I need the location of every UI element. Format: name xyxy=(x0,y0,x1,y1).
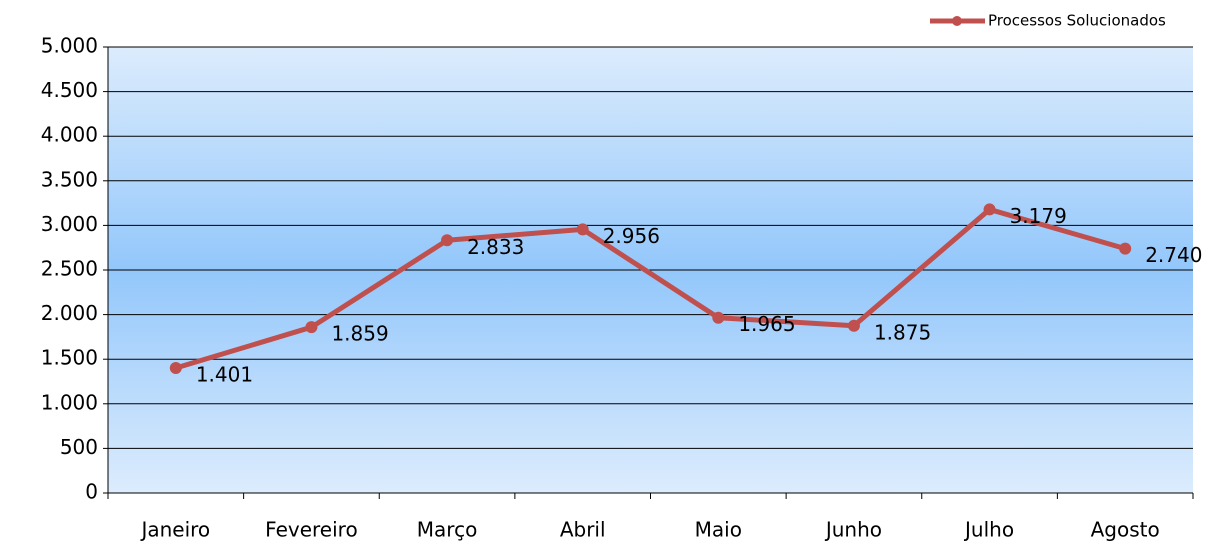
data-label: 1.965 xyxy=(738,312,795,336)
data-point xyxy=(983,203,996,216)
x-tick-label: Março xyxy=(417,518,478,542)
data-point xyxy=(305,321,318,334)
y-tick-label: 3.000 xyxy=(41,212,98,236)
y-tick-label: 5.000 xyxy=(41,34,98,58)
x-tick-label: Janeiro xyxy=(139,518,210,542)
x-tick-label: Maio xyxy=(695,518,742,542)
y-tick-label: 1.500 xyxy=(41,346,98,370)
legend-marker xyxy=(952,16,962,26)
x-tick-label: Junho xyxy=(824,518,882,542)
data-label: 1.401 xyxy=(196,363,253,387)
data-label: 2.833 xyxy=(467,235,524,259)
data-label: 2.740 xyxy=(1145,243,1202,267)
data-label: 1.875 xyxy=(874,320,931,344)
data-point xyxy=(847,319,860,332)
x-tick-label: Agosto xyxy=(1091,518,1160,542)
y-tick-label: 4.000 xyxy=(41,123,98,147)
y-tick-label: 2.000 xyxy=(41,301,98,325)
y-tick-label: 2.500 xyxy=(41,257,98,281)
x-tick-label: Julho xyxy=(963,518,1014,542)
legend-label: Processos Solucionados xyxy=(988,12,1166,30)
data-point xyxy=(712,311,725,324)
data-point xyxy=(441,234,454,247)
series-line xyxy=(175,206,1126,371)
data-label: 3.179 xyxy=(1010,204,1067,228)
data-point xyxy=(169,362,182,375)
x-tick-label: Abril xyxy=(560,518,606,542)
y-tick-label: 1.000 xyxy=(41,390,98,414)
x-tick-label: Fevereiro xyxy=(265,518,358,542)
data-label: 1.859 xyxy=(331,322,388,346)
data-point xyxy=(1119,242,1132,255)
y-tick-label: 0 xyxy=(85,480,98,504)
data-point xyxy=(576,223,589,236)
y-tick-label: 4.500 xyxy=(41,78,98,102)
y-tick-label: 3.500 xyxy=(41,167,98,191)
data-label: 2.956 xyxy=(603,224,660,248)
y-tick-label: 500 xyxy=(60,435,98,459)
